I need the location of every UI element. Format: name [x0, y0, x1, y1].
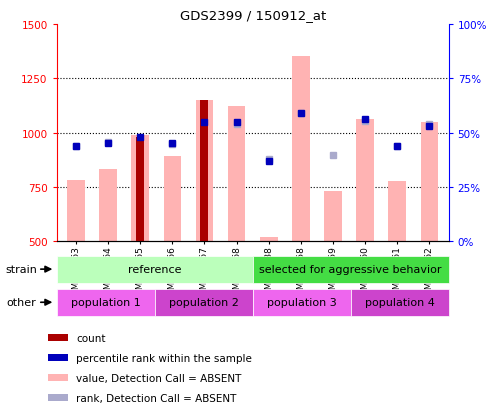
Bar	[155, 289, 252, 316]
Bar	[196, 101, 213, 242]
Text: strain: strain	[6, 264, 38, 274]
Text: population 2: population 2	[169, 297, 239, 308]
Bar	[260, 237, 278, 242]
Bar	[48, 354, 68, 362]
Bar	[48, 374, 68, 382]
Bar	[421, 122, 438, 242]
Text: population 4: population 4	[365, 297, 434, 308]
Text: population 1: population 1	[71, 297, 141, 308]
Bar	[99, 170, 117, 242]
Bar	[201, 101, 209, 242]
Bar	[136, 138, 144, 242]
Bar	[164, 157, 181, 242]
Bar	[48, 334, 68, 342]
Title: GDS2399 / 150912_at: GDS2399 / 150912_at	[179, 9, 326, 22]
Bar	[67, 181, 85, 242]
Text: reference: reference	[128, 264, 181, 275]
Text: rank, Detection Call = ABSENT: rank, Detection Call = ABSENT	[76, 393, 237, 403]
Bar	[57, 289, 155, 316]
Text: population 3: population 3	[267, 297, 337, 308]
Bar	[351, 289, 449, 316]
Text: value, Detection Call = ABSENT: value, Detection Call = ABSENT	[76, 373, 242, 382]
Bar	[356, 120, 374, 242]
Bar	[292, 57, 310, 242]
Bar	[48, 394, 68, 401]
Bar	[252, 256, 449, 283]
Bar	[252, 289, 351, 316]
Text: percentile rank within the sample: percentile rank within the sample	[76, 353, 252, 363]
Text: count: count	[76, 333, 106, 343]
Bar	[324, 192, 342, 242]
Bar	[388, 182, 406, 242]
Bar	[57, 256, 252, 283]
Bar	[228, 107, 246, 242]
Text: selected for aggressive behavior: selected for aggressive behavior	[259, 264, 442, 275]
Text: other: other	[6, 297, 35, 307]
Bar	[132, 135, 149, 242]
